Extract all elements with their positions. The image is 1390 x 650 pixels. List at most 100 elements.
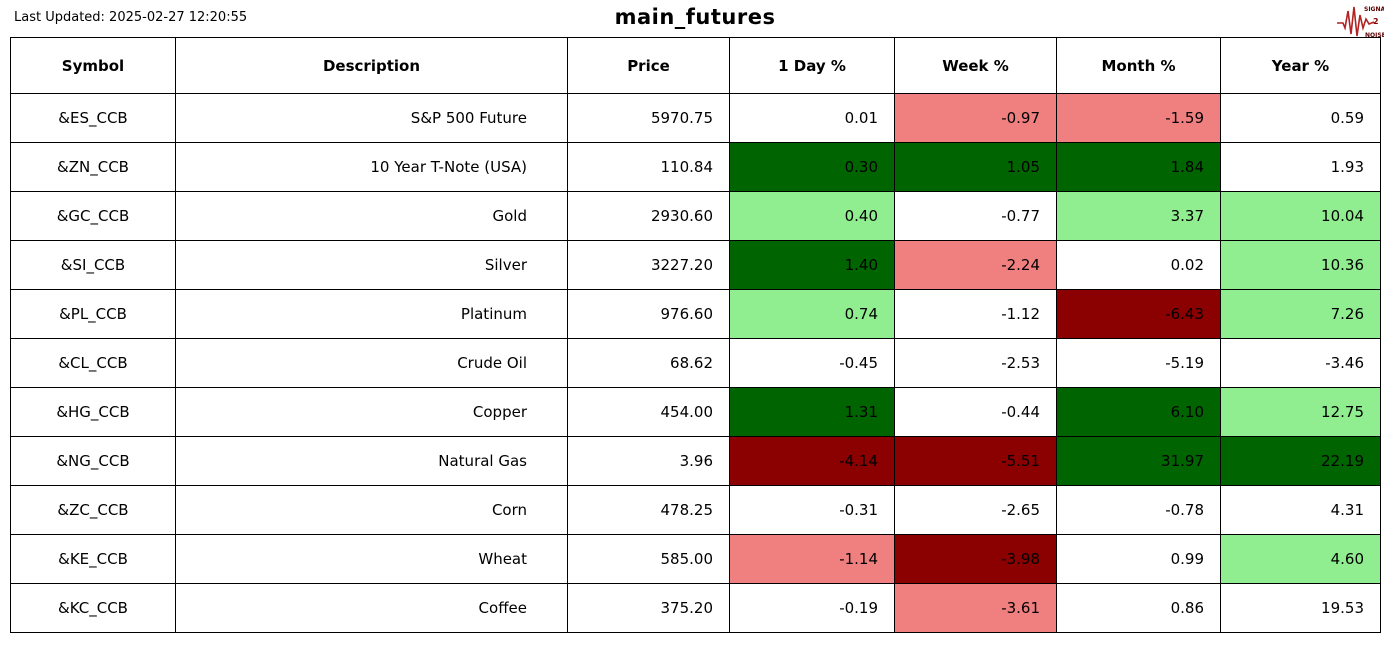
- column-header-description: Description: [175, 37, 568, 94]
- signal-2-noise-logo: SIGNAL 2 NOISE: [1336, 1, 1389, 41]
- month-pct-cell: -5.19: [1056, 338, 1221, 388]
- table-row: &ZC_CCB Corn 478.25 -0.31 -2.65 -0.78 4.31: [10, 485, 1381, 535]
- year-pct-cell: 10.04: [1220, 191, 1381, 241]
- table-header-row: Symbol Description Price 1 Day % Week % Month…: [10, 37, 1381, 94]
- description-cell: Wheat: [175, 534, 568, 584]
- table-row: &NG_CCB Natural Gas 3.96 -4.14 -5.51 31.97 22.…: [10, 436, 1381, 486]
- month-pct-cell: 1.84: [1056, 142, 1221, 192]
- symbol-cell: &KE_CCB: [10, 534, 176, 584]
- day-pct-cell: 0.30: [729, 142, 895, 192]
- description-cell: Corn: [175, 485, 568, 535]
- description-cell: Natural Gas: [175, 436, 568, 486]
- column-header-symbol: Symbol: [10, 37, 176, 94]
- week-pct-cell: -2.24: [894, 240, 1057, 290]
- symbol-cell: &NG_CCB: [10, 436, 176, 486]
- month-pct-cell: -1.59: [1056, 93, 1221, 143]
- symbol-cell: &ES_CCB: [10, 93, 176, 143]
- year-pct-cell: 0.59: [1220, 93, 1381, 143]
- column-header-1-day: 1 Day %: [729, 37, 895, 94]
- table-row: &HG_CCB Copper 454.00 1.31 -0.44 6.10 12.75: [10, 387, 1381, 437]
- day-pct-cell: -0.19: [729, 583, 895, 633]
- description-cell: Platinum: [175, 289, 568, 339]
- week-pct-cell: -3.98: [894, 534, 1057, 584]
- table-row: &PL_CCB Platinum 976.60 0.74 -1.12 -6.43 7.26: [10, 289, 1381, 339]
- week-pct-cell: -0.44: [894, 387, 1057, 437]
- month-pct-cell: 31.97: [1056, 436, 1221, 486]
- column-header-week: Week %: [894, 37, 1057, 94]
- logo-text-signal: SIGNAL: [1364, 6, 1384, 13]
- symbol-cell: &ZN_CCB: [10, 142, 176, 192]
- week-pct-cell: -5.51: [894, 436, 1057, 486]
- symbol-cell: &PL_CCB: [10, 289, 176, 339]
- description-cell: Gold: [175, 191, 568, 241]
- price-cell: 68.62: [567, 338, 730, 388]
- table-row: &KC_CCB Coffee 375.20 -0.19 -3.61 0.86 19.53: [10, 583, 1381, 633]
- symbol-cell: &KC_CCB: [10, 583, 176, 633]
- week-pct-cell: 1.05: [894, 142, 1057, 192]
- week-pct-cell: -2.53: [894, 338, 1057, 388]
- price-cell: 478.25: [567, 485, 730, 535]
- description-cell: Silver: [175, 240, 568, 290]
- day-pct-cell: 1.40: [729, 240, 895, 290]
- price-cell: 3.96: [567, 436, 730, 486]
- column-header-month: Month %: [1056, 37, 1221, 94]
- symbol-cell: &CL_CCB: [10, 338, 176, 388]
- year-pct-cell: 1.93: [1220, 142, 1381, 192]
- day-pct-cell: 1.31: [729, 387, 895, 437]
- year-pct-cell: 22.19: [1220, 436, 1381, 486]
- column-header-year: Year %: [1220, 37, 1381, 94]
- price-cell: 3227.20: [567, 240, 730, 290]
- table-row: &SI_CCB Silver 3227.20 1.40 -2.24 0.02 10.36: [10, 240, 1381, 290]
- day-pct-cell: -4.14: [729, 436, 895, 486]
- year-pct-cell: 19.53: [1220, 583, 1381, 633]
- top-bar: Last Updated: 2025-02-27 12:20:55 main_f…: [0, 0, 1390, 39]
- symbol-cell: &ZC_CCB: [10, 485, 176, 535]
- table-row: &KE_CCB Wheat 585.00 -1.14 -3.98 0.99 4.60: [10, 534, 1381, 584]
- symbol-cell: &HG_CCB: [10, 387, 176, 437]
- description-cell: S&P 500 Future: [175, 93, 568, 143]
- week-pct-cell: -1.12: [894, 289, 1057, 339]
- logo-text-2: 2: [1373, 17, 1379, 26]
- year-pct-cell: 7.26: [1220, 289, 1381, 339]
- day-pct-cell: 0.01: [729, 93, 895, 143]
- day-pct-cell: -0.31: [729, 485, 895, 535]
- waveform-line: [1337, 6, 1375, 37]
- table-row: &ES_CCB S&P 500 Future 5970.75 0.01 -0.97 -1.…: [10, 93, 1381, 143]
- day-pct-cell: 0.40: [729, 191, 895, 241]
- description-cell: Coffee: [175, 583, 568, 633]
- symbol-cell: &SI_CCB: [10, 240, 176, 290]
- description-cell: Crude Oil: [175, 338, 568, 388]
- description-cell: Copper: [175, 387, 568, 437]
- waveform-logo-icon: SIGNAL 2 NOISE: [1337, 6, 1389, 39]
- month-pct-cell: 0.02: [1056, 240, 1221, 290]
- logo-text-noise: NOISE: [1365, 32, 1384, 39]
- table-row: &ZN_CCB 10 Year T-Note (USA) 110.84 0.30 1.0…: [10, 142, 1381, 192]
- month-pct-cell: 0.86: [1056, 583, 1221, 633]
- month-pct-cell: 0.99: [1056, 534, 1221, 584]
- price-cell: 5970.75: [567, 93, 730, 143]
- month-pct-cell: 6.10: [1056, 387, 1221, 437]
- price-cell: 454.00: [567, 387, 730, 437]
- week-pct-cell: -2.65: [894, 485, 1057, 535]
- year-pct-cell: 4.60: [1220, 534, 1381, 584]
- day-pct-cell: -1.14: [729, 534, 895, 584]
- page-title: main_futures: [614, 5, 776, 29]
- description-cell: 10 Year T-Note (USA): [175, 142, 568, 192]
- price-cell: 976.60: [567, 289, 730, 339]
- year-pct-cell: 4.31: [1220, 485, 1381, 535]
- table-row: &GC_CCB Gold 2930.60 0.40 -0.77 3.37 10.04: [10, 191, 1381, 241]
- price-cell: 375.20: [567, 583, 730, 633]
- year-pct-cell: 10.36: [1220, 240, 1381, 290]
- month-pct-cell: -0.78: [1056, 485, 1221, 535]
- symbol-cell: &GC_CCB: [10, 191, 176, 241]
- year-pct-cell: -3.46: [1220, 338, 1381, 388]
- last-updated-timestamp: Last Updated: 2025-02-27 12:20:55: [14, 10, 248, 25]
- week-pct-cell: -0.97: [894, 93, 1057, 143]
- table-row: &CL_CCB Crude Oil 68.62 -0.45 -2.53 -5.19 -3.4…: [10, 338, 1381, 388]
- week-pct-cell: -0.77: [894, 191, 1057, 241]
- day-pct-cell: 0.74: [729, 289, 895, 339]
- day-pct-cell: -0.45: [729, 338, 895, 388]
- column-header-price: Price: [567, 37, 730, 94]
- price-cell: 110.84: [567, 142, 730, 192]
- price-cell: 2930.60: [567, 191, 730, 241]
